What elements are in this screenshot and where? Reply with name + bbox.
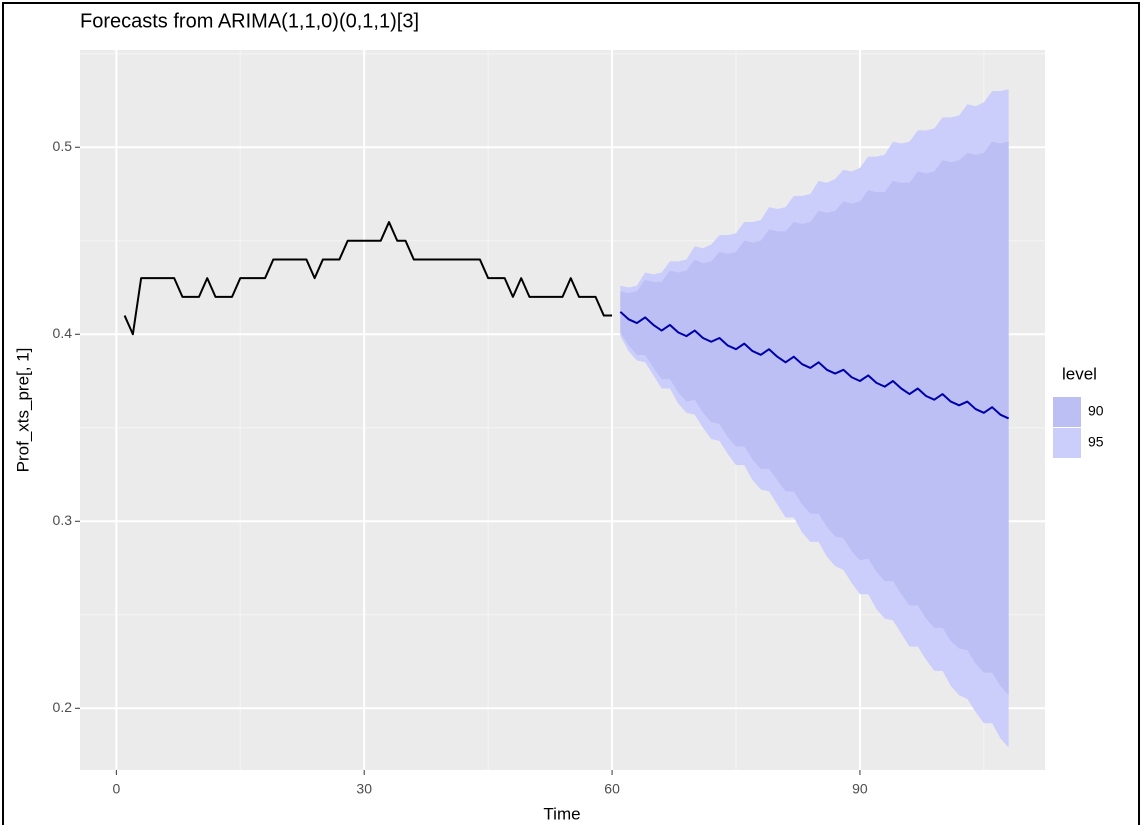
legend-label: 95 <box>1088 434 1104 450</box>
x-tick-label: 30 <box>356 781 372 797</box>
x-tick-label: 0 <box>112 781 120 797</box>
y-tick-label: 0.2 <box>53 699 73 715</box>
y-tick-label: 0.3 <box>53 512 73 528</box>
y-axis-label: Prof_xts_pre[, 1] <box>13 348 32 473</box>
legend-label: 90 <box>1088 403 1104 419</box>
x-axis-label: Time <box>543 804 580 823</box>
legend-key <box>1053 397 1081 427</box>
data-line <box>123 221 613 336</box>
data-line <box>619 311 1010 420</box>
legend-title: level <box>1062 364 1097 383</box>
prediction-band <box>620 141 1009 696</box>
y-tick-label: 0.5 <box>53 138 73 154</box>
x-tick-label: 90 <box>852 781 868 797</box>
y-tick-label: 0.4 <box>53 325 73 341</box>
chart-title: Forecasts from ARIMA(1,1,0)(0,1,1)[3] <box>80 10 419 32</box>
x-tick-label: 60 <box>604 781 620 797</box>
legend-key <box>1053 428 1081 458</box>
